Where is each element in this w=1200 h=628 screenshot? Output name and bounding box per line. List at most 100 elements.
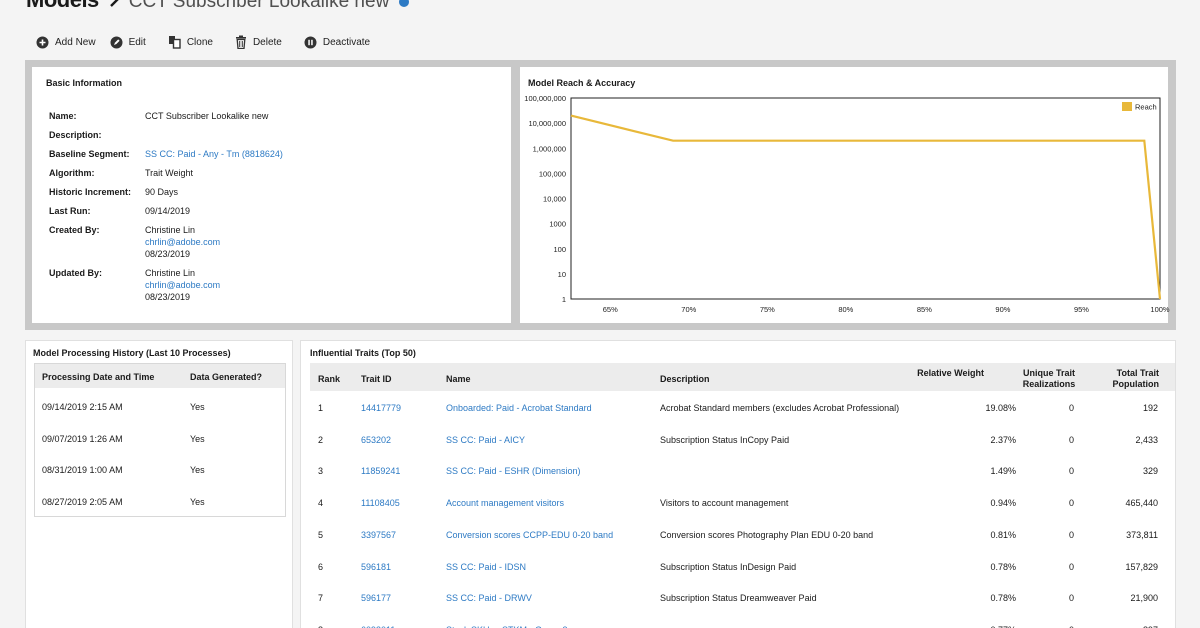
influential-traits-panel: Influential Traits (Top 50) Rank Trait I… (300, 340, 1176, 628)
trait-id-link[interactable]: 11108405 (361, 498, 400, 509)
trait-id-link[interactable]: 653202 (361, 434, 392, 445)
trait-total-population: 897 (1058, 625, 1158, 628)
data-generated: Yes (190, 496, 205, 507)
trait-total-population: 157,829 (1125, 561, 1158, 572)
breadcrumb-chevron-icon (109, 0, 119, 7)
add-new-label: Add New (55, 36, 96, 48)
trait-id-link[interactable]: 6093011 (361, 625, 395, 628)
trait-unique-realizations: 0 (1068, 529, 1074, 540)
processing-history-panel: Model Processing History (Last 10 Proces… (25, 340, 293, 628)
trait-rank: 4 (318, 498, 324, 509)
trait-id-link[interactable]: 11859241 (361, 466, 401, 477)
trait-id-link[interactable]: 3397567 (361, 529, 397, 540)
column-header-date: Processing Date and Time (42, 372, 155, 382)
y-tick-label: 100 (553, 245, 566, 254)
created-by-name: Christine Lin (145, 225, 196, 235)
created-by-email-link[interactable]: chrlin@adobe.com (145, 237, 221, 247)
model-name-title: CCT Subscriber Lookalike new (128, 0, 390, 12)
last-run-label: Last Run: (49, 206, 91, 216)
y-tick-label: 10 (558, 270, 566, 279)
edit-icon (110, 36, 123, 48)
trait-total-population: 192 (1142, 403, 1158, 413)
y-tick-label: 10,000,000 (528, 119, 566, 128)
legend-label: Reach (1135, 103, 1157, 112)
table-header (35, 364, 285, 388)
trait-relative-weight: 0.78% (990, 561, 1016, 572)
updated-by-label: Updated By: (49, 268, 103, 278)
total-trait-line: Total Trait (1116, 368, 1159, 378)
deactivate-button[interactable]: Deactivate (304, 36, 370, 49)
data-generated: Yes (190, 465, 205, 475)
chart-title: Model Reach & Accuracy (528, 78, 636, 88)
column-header-rank: Rank (318, 374, 341, 384)
trait-unique-realizations: 0 (1068, 593, 1074, 604)
processing-history-title: Model Processing History (Last 10 Proces… (33, 348, 231, 358)
trait-unique-realizations: 0 (1068, 561, 1074, 572)
baseline-segment-label: Baseline Segment: (49, 149, 130, 159)
processing-date: 09/07/2019 1:26 AM (42, 433, 123, 444)
basic-information-title: Basic Information (46, 78, 123, 88)
trait-name-link[interactable]: SS CC: Paid - AICY (446, 434, 526, 445)
trait-rank: 3 (318, 466, 324, 477)
trait-unique-realizations: 0 (1068, 498, 1074, 509)
x-tick-label: 65% (603, 305, 618, 314)
add-icon (36, 36, 49, 48)
plot-area (570, 97, 1161, 300)
trait-name-link[interactable]: Stock SKUs - STKM - Group 3 (446, 625, 568, 628)
x-tick-label: 100% (1150, 305, 1170, 314)
trait-name-link[interactable]: SS CC: Paid - DRWV (446, 593, 532, 604)
data-generated: Yes (190, 402, 205, 412)
edit-button[interactable]: Edit (110, 36, 146, 49)
delete-button[interactable]: Delete (235, 35, 282, 49)
trait-description: Subscription Status Dreamweaver Paid (660, 593, 817, 604)
trait-relative-weight: 0.81% (990, 529, 1016, 540)
trait-name-link[interactable]: Account management visitors (446, 498, 565, 509)
trait-id-link[interactable]: 596181 (361, 561, 392, 572)
column-header-generated: Data Generated? (190, 372, 263, 382)
trait-rank: 2 (318, 434, 324, 445)
trait-name-link[interactable]: SS CC: Paid - ESHR (Dimension) (446, 466, 581, 477)
trait-relative-weight: 0.94% (990, 498, 1016, 509)
trait-name-link[interactable]: Onboarded: Paid - Acrobat Standard (446, 403, 592, 413)
updated-date: 08/23/2019 (145, 292, 191, 302)
legend-swatch (1122, 102, 1132, 111)
trait-name-link[interactable]: SS CC: Paid - IDSN (446, 561, 527, 572)
trait-unique-realizations: 0 (974, 625, 1074, 628)
y-tick-label: 1000 (549, 220, 566, 229)
status-dot-icon (399, 0, 410, 7)
created-date: 08/23/2019 (145, 249, 191, 259)
trait-total-population: 329 (1142, 466, 1158, 477)
trait-name-link[interactable]: Conversion scores CCPP-EDU 0-20 band (446, 529, 614, 540)
data-generated: Yes (190, 433, 205, 444)
page-header: Models CCT Subscriber Lookalike new (26, 0, 410, 13)
column-header-description: Description (660, 374, 710, 384)
deactivate-label: Deactivate (322, 36, 371, 48)
column-header-name: Name (446, 374, 471, 384)
trait-id-link[interactable]: 14417779 (361, 403, 402, 413)
y-tick-label: 100,000 (539, 169, 566, 178)
trait-id-link[interactable]: 596177 (361, 593, 392, 604)
delete-label: Delete (252, 36, 282, 48)
edit-label: Edit (128, 36, 146, 48)
column-header-total-population: Total Trait Population (1059, 368, 1160, 390)
clone-icon (168, 36, 181, 49)
table-header (310, 363, 1175, 391)
column-header-relative-weight: Relative Weight (917, 368, 984, 378)
column-header-trait-id: Trait ID (361, 374, 392, 384)
baseline-segment-link[interactable]: SS CC: Paid - Any - Tm (8818624) (145, 149, 283, 159)
trait-description: Subscription Status InCopy Paid (660, 434, 790, 445)
updated-by-email-link[interactable]: chrlin@adobe.com (145, 280, 221, 290)
x-tick-label: 95% (1074, 305, 1089, 314)
clone-button[interactable]: Clone (168, 35, 213, 49)
add-new-button[interactable]: Add New (36, 36, 96, 49)
page-title: Models (26, 0, 99, 13)
trait-relative-weight: 0.78% (990, 593, 1016, 604)
trait-total-population: 373,811 (1126, 529, 1158, 540)
x-tick-label: 70% (681, 305, 696, 314)
trait-unique-realizations: 0 (1068, 466, 1074, 477)
trait-relative-weight: 19.08% (985, 403, 1016, 413)
trait-total-population: 2,433 (1135, 434, 1158, 445)
algorithm-label: Algorithm: (49, 168, 95, 178)
y-tick-label: 1,000,000 (533, 144, 566, 153)
processing-date: 08/31/2019 1:00 AM (42, 465, 123, 475)
